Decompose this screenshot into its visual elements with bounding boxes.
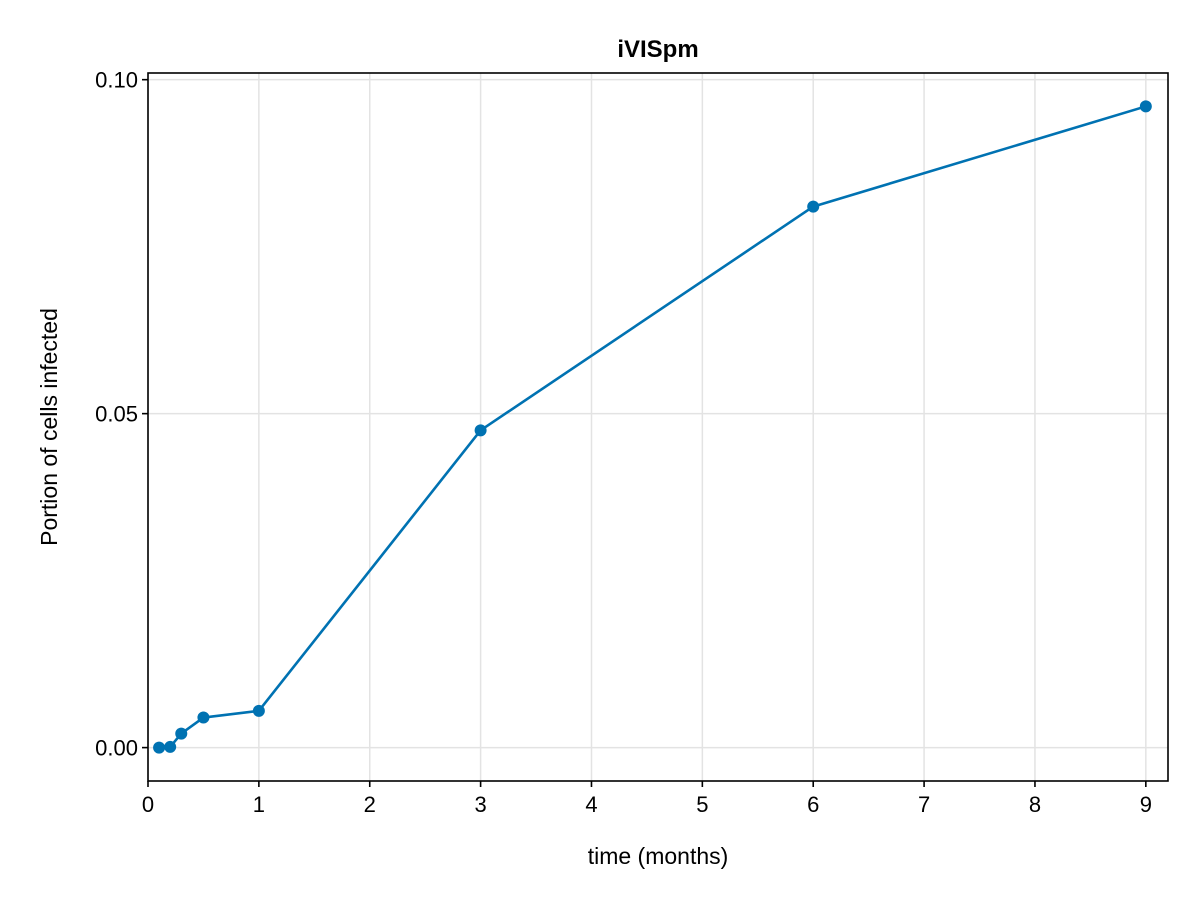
grid-lines bbox=[147, 73, 1168, 781]
data-point bbox=[474, 424, 487, 437]
data-point bbox=[164, 740, 177, 753]
data-point bbox=[1139, 100, 1152, 113]
data-point bbox=[252, 704, 265, 717]
x-tick-label: 5 bbox=[696, 792, 708, 817]
axis-ticks: 0 1 2 3 4 5 6 7 8 9 0.00 0.05 0.10 bbox=[95, 68, 1152, 817]
x-tick-label: 2 bbox=[364, 792, 376, 817]
y-tick-label: 0.10 bbox=[95, 68, 138, 93]
x-axis-label: time (months) bbox=[588, 843, 729, 869]
data-point bbox=[807, 200, 820, 213]
y-tick-label: 0.05 bbox=[95, 402, 138, 427]
x-tick-label: 6 bbox=[807, 792, 819, 817]
x-tick-label: 9 bbox=[1140, 792, 1152, 817]
x-tick-label: 3 bbox=[474, 792, 486, 817]
series-line bbox=[159, 105, 1147, 749]
y-tick-label: 0.00 bbox=[95, 736, 138, 761]
data-series bbox=[153, 100, 1152, 754]
x-tick-label: 8 bbox=[1029, 792, 1041, 817]
x-tick-label: 4 bbox=[585, 792, 597, 817]
data-point bbox=[197, 711, 210, 724]
data-point bbox=[153, 741, 166, 754]
x-tick-label: 7 bbox=[918, 792, 930, 817]
y-axis-label: Portion of cells infected bbox=[36, 308, 62, 546]
data-point bbox=[175, 727, 188, 740]
chart-title: iVISpm bbox=[617, 36, 698, 63]
x-tick-label: 0 bbox=[142, 792, 154, 817]
plot-frame bbox=[147, 72, 1169, 782]
x-tick-label: 1 bbox=[253, 792, 265, 817]
